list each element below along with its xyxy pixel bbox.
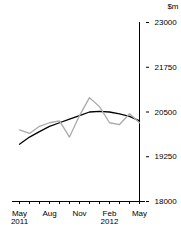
svg-text:19250: 19250 (155, 152, 178, 161)
svg-text:Feb2012: Feb2012 (101, 209, 119, 226)
html-text:Seasonally Adjusted: Seasonally Adjusted (34, 14, 107, 23)
svg-text:Aug: Aug (42, 209, 56, 218)
svg-text:20500: 20500 (155, 108, 178, 117)
svg-text:18000: 18000 (155, 197, 178, 206)
svg-text:May: May (132, 209, 147, 218)
svg-text:May2011: May2011 (11, 209, 29, 226)
svg-text:23000: 23000 (155, 18, 178, 27)
html-text:Trend: Trend (34, 4, 55, 13)
svg-text:21750: 21750 (155, 63, 178, 72)
svg-text:Nov: Nov (72, 209, 86, 218)
svg-text:$m: $m (167, 2, 178, 11)
